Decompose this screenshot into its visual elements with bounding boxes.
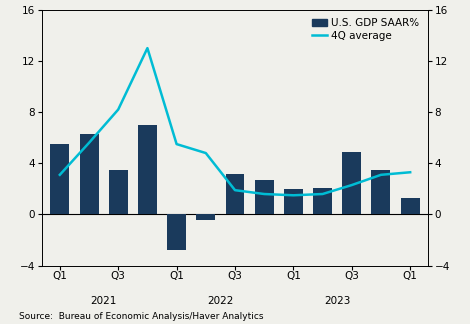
Bar: [284, 189, 303, 214]
Legend: U.S. GDP SAAR%, 4Q average: U.S. GDP SAAR%, 4Q average: [309, 15, 423, 44]
Bar: [342, 152, 361, 214]
Bar: [371, 170, 391, 214]
Text: 2023: 2023: [324, 296, 350, 306]
Bar: [167, 214, 186, 250]
Bar: [196, 214, 215, 220]
Bar: [226, 174, 244, 214]
Bar: [50, 144, 69, 214]
Text: 2021: 2021: [90, 296, 117, 306]
Text: Source:  Bureau of Economic Analysis/Haver Analytics: Source: Bureau of Economic Analysis/Have…: [19, 312, 263, 321]
Bar: [79, 134, 99, 214]
Bar: [138, 125, 157, 214]
Bar: [109, 170, 128, 214]
Text: 2022: 2022: [207, 296, 234, 306]
Bar: [401, 198, 420, 214]
Bar: [255, 180, 274, 214]
Bar: [313, 188, 332, 214]
